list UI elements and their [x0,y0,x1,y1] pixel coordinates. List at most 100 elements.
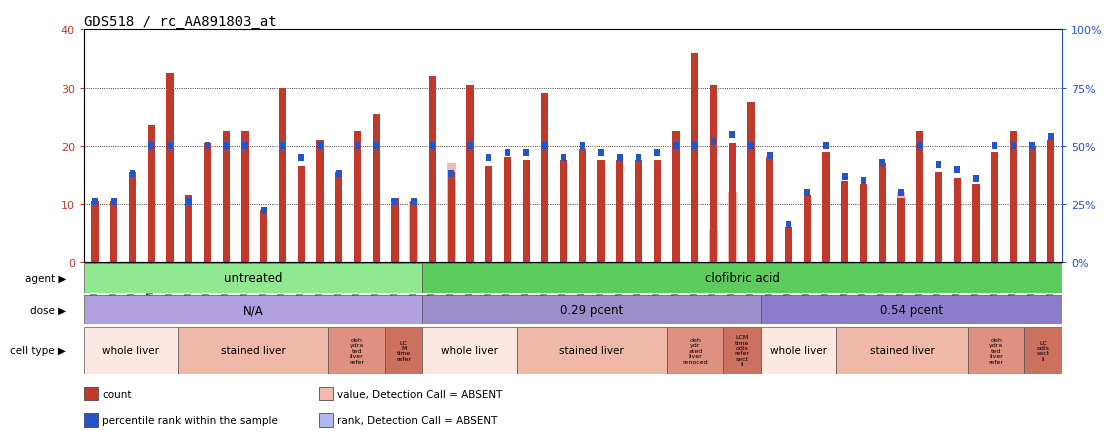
Bar [467,143,473,150]
Bar [973,175,978,182]
Text: 0.54 pcent: 0.54 pcent [880,303,944,316]
Bar [761,327,836,374]
Bar [1024,327,1062,374]
Bar [879,164,885,263]
Bar [936,161,941,168]
Text: deh
ydr
ated
liver
renoced: deh ydr ated liver renoced [682,337,708,364]
Text: LCM
time
odis
refer
sect
li: LCM time odis refer sect li [735,335,750,366]
Bar [299,155,304,161]
Text: stained liver: stained liver [870,345,935,355]
Bar [224,143,229,150]
Bar [392,199,398,206]
Bar [861,178,866,185]
Bar [692,143,698,150]
Text: whole liver: whole liver [440,345,498,355]
Bar [954,178,960,263]
Bar [723,327,761,374]
Bar [241,132,248,263]
Bar [711,221,717,230]
Bar [935,173,942,263]
Bar [167,74,173,263]
Bar [898,189,903,197]
Bar [1048,134,1053,141]
Bar [423,327,517,374]
Bar [186,199,191,206]
Bar [560,161,567,263]
Bar [842,173,847,180]
Text: clofibric acid: clofibric acid [704,272,779,285]
Text: LC
odis
sect
li: LC odis sect li [1036,340,1050,361]
Bar [841,181,849,263]
Bar [423,295,761,325]
Bar [917,143,922,150]
Bar [447,164,455,263]
Bar [579,149,586,263]
Bar [318,143,323,150]
Bar [354,132,361,263]
Bar [205,143,210,150]
Text: percentile rank within the sample: percentile rank within the sample [103,415,278,425]
Bar [728,193,737,263]
Bar [504,150,510,157]
Bar [617,155,623,161]
Bar [329,327,385,374]
Bar [148,126,155,263]
Bar [823,143,828,150]
Bar [729,144,736,263]
Text: value, Detection Call = ABSENT: value, Detection Call = ABSENT [337,389,502,399]
Bar [860,184,868,263]
Bar [1048,141,1054,263]
Bar [319,413,333,427]
Text: untreated: untreated [224,272,283,285]
Bar [486,155,492,161]
Bar [522,161,530,263]
Bar [709,230,718,263]
Bar [673,143,679,150]
Bar [429,143,435,150]
Bar [654,150,660,157]
Bar [448,171,454,178]
Bar [385,327,423,374]
Bar [654,161,661,263]
Bar [410,202,417,263]
Text: whole liver: whole liver [770,345,827,355]
Bar [260,210,267,263]
Text: dose ▶: dose ▶ [30,305,66,315]
Bar [897,193,906,263]
Bar [748,103,755,263]
Bar [991,152,998,263]
Text: cell type ▶: cell type ▶ [10,345,66,355]
Bar [168,143,173,150]
Bar [729,132,736,138]
Bar [372,115,380,263]
Bar [635,161,642,263]
Bar [973,184,979,263]
Bar [598,150,604,157]
Bar [278,89,286,263]
Bar [186,196,192,263]
Bar [898,199,904,263]
Bar [636,155,642,161]
Text: agent ▶: agent ▶ [25,273,66,283]
Bar [1010,132,1017,263]
Bar [203,144,211,263]
Bar [836,327,968,374]
Text: rank, Detection Call = ABSENT: rank, Detection Call = ABSENT [337,415,498,425]
Bar [280,143,285,150]
Text: count: count [103,389,132,399]
Bar [149,143,154,150]
Text: N/A: N/A [243,303,264,316]
Bar [243,143,248,150]
Bar [410,199,417,206]
Bar [597,161,605,263]
Bar [761,295,1062,325]
Bar [335,173,342,263]
Bar [710,85,717,263]
Text: 0.29 pcent: 0.29 pcent [560,303,624,316]
Bar [517,327,667,374]
Bar [111,199,116,206]
Bar [541,94,549,263]
Bar [466,85,474,263]
Bar [804,196,811,263]
Bar [880,159,885,166]
